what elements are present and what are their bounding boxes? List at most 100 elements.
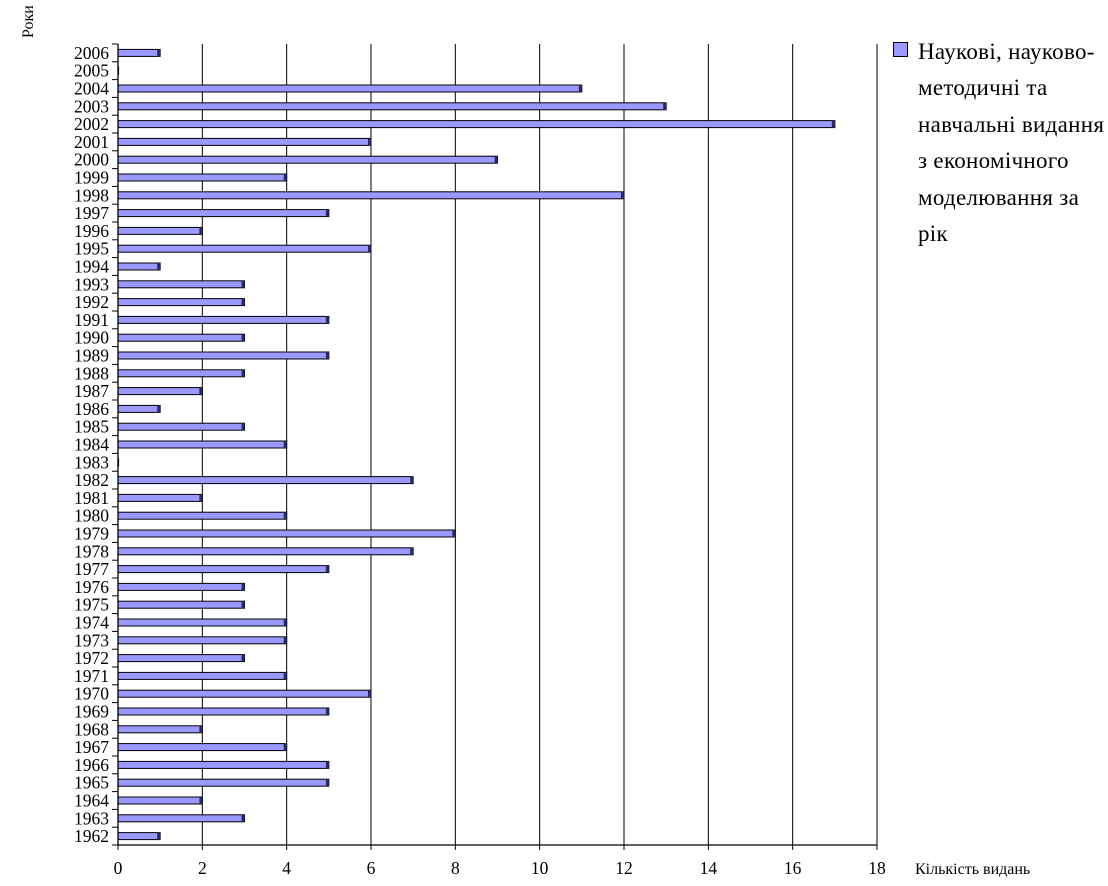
- bar-2004: [117, 84, 583, 93]
- y-tick-label: 1997: [74, 203, 109, 223]
- bar-1981: [117, 493, 203, 502]
- y-tick-label: 2002: [74, 114, 109, 134]
- bar-end-1967: [283, 743, 287, 751]
- x-tick-label: 2: [198, 858, 207, 878]
- bar-1988: [117, 369, 245, 378]
- bar-2006: [117, 48, 161, 57]
- bar-end-1996: [199, 227, 203, 235]
- y-tick-label: 1992: [74, 292, 109, 312]
- bar-end-1999: [283, 174, 287, 181]
- bar-1994: [117, 262, 161, 271]
- bar-2001: [117, 137, 372, 146]
- bar-1985: [117, 422, 245, 431]
- bar-1992: [117, 298, 245, 307]
- y-tick-label: 1985: [74, 417, 109, 437]
- bar-end-1965: [325, 779, 329, 787]
- bar-1969: [117, 707, 330, 716]
- y-tick-label: 2003: [74, 96, 109, 116]
- bar-end-1974: [283, 619, 287, 626]
- bar-1980: [117, 511, 288, 520]
- y-tick-label: 1993: [74, 274, 109, 294]
- bar-1979: [117, 529, 456, 538]
- x-tick-label: 0: [114, 858, 123, 878]
- bar-1984: [117, 440, 288, 449]
- y-tick-label: 1977: [74, 559, 109, 579]
- bar-1965: [117, 778, 330, 787]
- bars-group: [117, 48, 836, 841]
- bar-1989: [117, 351, 330, 360]
- bar-1978: [117, 547, 414, 556]
- bar-2000: [117, 155, 498, 164]
- bar-2002: [117, 120, 836, 129]
- y-tick-label: 1986: [74, 399, 109, 419]
- bar-1972: [117, 654, 245, 663]
- bar-end-2003: [663, 102, 667, 110]
- vertical-gridlines: [201, 44, 878, 845]
- bar-end-1989: [325, 352, 329, 359]
- bar-end-1975: [241, 601, 245, 609]
- x-tick-labels: 0 2 4 6 8 10 12 14 16 18: [114, 858, 886, 878]
- bar-end-1986: [157, 405, 161, 413]
- x-tick-label: 18: [868, 858, 886, 878]
- bar-end-1995: [368, 245, 371, 253]
- bar-end-1997: [325, 209, 329, 217]
- bar-end-1977: [325, 565, 329, 573]
- y-tick-labels: 1962196319641965196619671968196919701971…: [74, 43, 109, 846]
- bar-end-1969: [325, 708, 329, 715]
- bar-1968: [117, 725, 203, 734]
- x-tick-label: 10: [531, 858, 549, 878]
- y-tick-label: 1988: [74, 363, 109, 383]
- bar-1991: [117, 315, 330, 324]
- bar-end-1982: [410, 476, 414, 484]
- y-tick-label: 1971: [74, 666, 109, 686]
- bar-end-2006: [157, 49, 161, 57]
- bar-1977: [117, 565, 330, 574]
- bar-1970: [117, 689, 372, 698]
- y-tick-label: 1984: [74, 435, 109, 455]
- bar-1998: [117, 191, 625, 200]
- bar-end-1993: [241, 280, 245, 288]
- y-tick-label: 1998: [74, 185, 109, 205]
- legend-swatch: [893, 42, 908, 57]
- bar-end-2000: [494, 156, 498, 164]
- axes: [112, 43, 878, 850]
- y-tick-label: 1964: [74, 791, 109, 811]
- bar-1976: [117, 582, 245, 591]
- bar-1971: [117, 671, 288, 680]
- bar-end-2002: [831, 120, 835, 128]
- bar-end-1998: [621, 191, 624, 199]
- bar-1975: [117, 600, 245, 609]
- bar-end-1985: [241, 423, 245, 431]
- y-tick-label: 1966: [74, 755, 109, 775]
- y-tick-label: 1968: [74, 719, 109, 739]
- bar-1982: [117, 476, 414, 485]
- x-tick-label: 12: [615, 858, 633, 878]
- bar-1987: [117, 387, 203, 396]
- x-tick-label: 4: [282, 858, 291, 878]
- y-tick-label: 2006: [74, 43, 109, 63]
- y-tick-label: 1999: [74, 168, 109, 188]
- y-tick-label: 1987: [74, 381, 109, 401]
- y-tick-label: 2004: [74, 79, 109, 99]
- y-tick-label: 1996: [74, 221, 109, 241]
- x-axis-label: Кількість видань: [915, 861, 1031, 878]
- y-tick-label: 2000: [74, 150, 109, 170]
- bar-end-1992: [241, 298, 245, 306]
- bar-end-1972: [241, 654, 245, 662]
- y-tick-label: 1980: [74, 506, 109, 526]
- y-axis-label: Роки: [20, 5, 37, 38]
- y-tick-label: 1989: [74, 346, 109, 366]
- y-tick-label: 1970: [74, 684, 109, 704]
- bar-end-1968: [199, 725, 203, 733]
- bar-1964: [117, 796, 203, 805]
- bar-end-1988: [241, 369, 245, 377]
- y-tick-label: 1962: [74, 826, 109, 846]
- bar-1966: [117, 760, 330, 769]
- bar-1986: [117, 404, 161, 413]
- bar-end-1994: [157, 263, 161, 270]
- x-tick-label: 16: [784, 858, 802, 878]
- y-tick-label: 1995: [74, 239, 109, 259]
- y-tick-label: 1963: [74, 808, 109, 828]
- bar-1997: [117, 209, 330, 218]
- bar-end-1963: [241, 814, 245, 822]
